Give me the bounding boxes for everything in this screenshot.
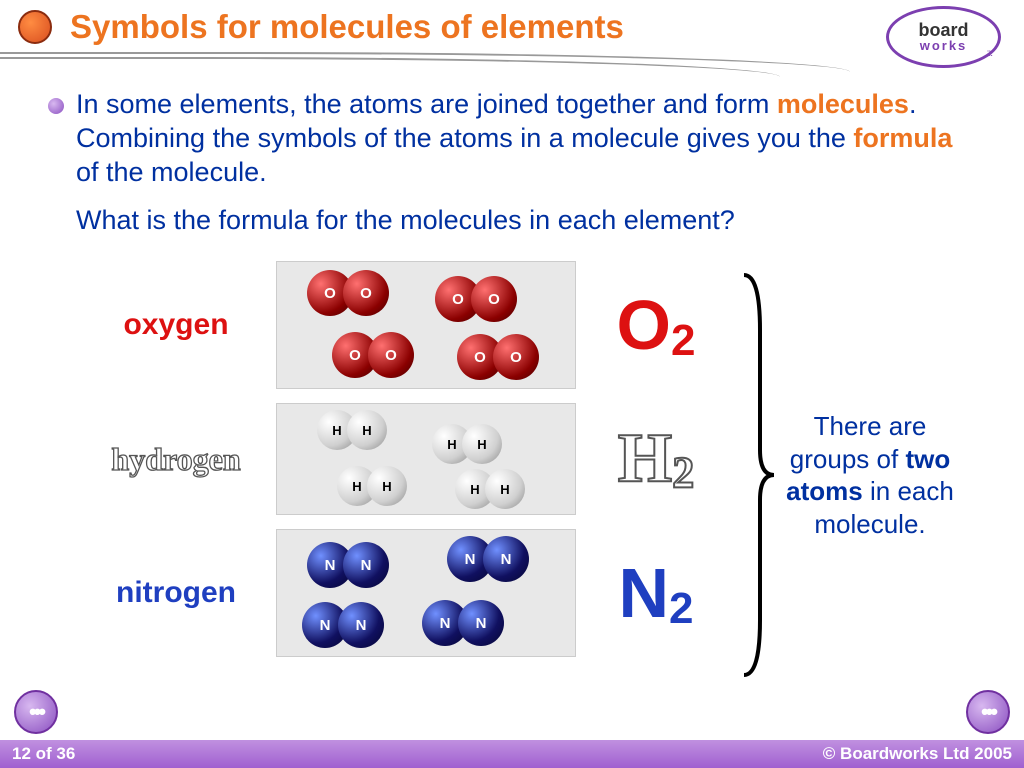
- slide-header: Symbols for molecules of elements board …: [0, 0, 1024, 70]
- formula-nitrogen: N2: [576, 558, 716, 628]
- intro-highlight-formula: formula: [853, 123, 952, 153]
- intro-text-1: In some elements, the atoms are joined t…: [76, 89, 777, 119]
- page-indicator: 12 of 36: [12, 744, 75, 764]
- element-rows: oxygen OO OO OO OO O2 hydrogen HH HH HH …: [76, 260, 964, 658]
- logo-text-board: board: [918, 22, 968, 38]
- logo-dots-icon: :::: [987, 48, 992, 59]
- boardworks-logo: board works :::: [886, 6, 1006, 68]
- diagram-nitrogen: NN NN NN NN: [276, 529, 576, 657]
- oxygen-atom: O: [471, 276, 517, 322]
- nitrogen-atom: N: [483, 536, 529, 582]
- nitrogen-atom: N: [343, 542, 389, 588]
- hydrogen-atom: H: [485, 469, 525, 509]
- brace-icon: [736, 270, 776, 680]
- bullet-icon: [48, 98, 64, 114]
- prev-button[interactable]: •••: [14, 690, 58, 734]
- hydrogen-atom: H: [367, 466, 407, 506]
- diagram-hydrogen: HH HH HH HH: [276, 403, 576, 515]
- hydrogen-atom: H: [347, 410, 387, 450]
- label-nitrogen: nitrogen: [76, 576, 276, 610]
- intro-text-3: of the molecule.: [76, 157, 267, 187]
- question-text: What is the formula for the molecules in…: [76, 205, 964, 236]
- oxygen-atom: O: [343, 270, 389, 316]
- header-bullet-icon: [18, 10, 52, 44]
- copyright-text: © Boardworks Ltd 2005: [823, 744, 1012, 764]
- oxygen-atom: O: [493, 334, 539, 380]
- logo-text-works: works: [920, 39, 968, 52]
- formula-hydrogen: H2: [576, 424, 716, 494]
- intro-paragraph: In some elements, the atoms are joined t…: [76, 88, 964, 189]
- oxygen-atom: O: [368, 332, 414, 378]
- nitrogen-atom: N: [338, 602, 384, 648]
- formula-oxygen: O2: [576, 290, 716, 360]
- slide-content: In some elements, the atoms are joined t…: [0, 70, 1024, 658]
- brace-caption: There are groups of two atoms in each mo…: [776, 410, 956, 540]
- next-button[interactable]: •••: [966, 690, 1010, 734]
- slide-title: Symbols for molecules of elements: [70, 8, 624, 46]
- brace-group: There are groups of two atoms in each mo…: [736, 270, 956, 680]
- intro-highlight-molecules: molecules: [777, 89, 909, 119]
- diagram-oxygen: OO OO OO OO: [276, 261, 576, 389]
- nitrogen-atom: N: [458, 600, 504, 646]
- hydrogen-atom: H: [462, 424, 502, 464]
- label-hydrogen: hydrogen: [76, 441, 276, 478]
- slide-footer: 12 of 36 © Boardworks Ltd 2005: [0, 740, 1024, 768]
- label-oxygen: oxygen: [76, 308, 276, 342]
